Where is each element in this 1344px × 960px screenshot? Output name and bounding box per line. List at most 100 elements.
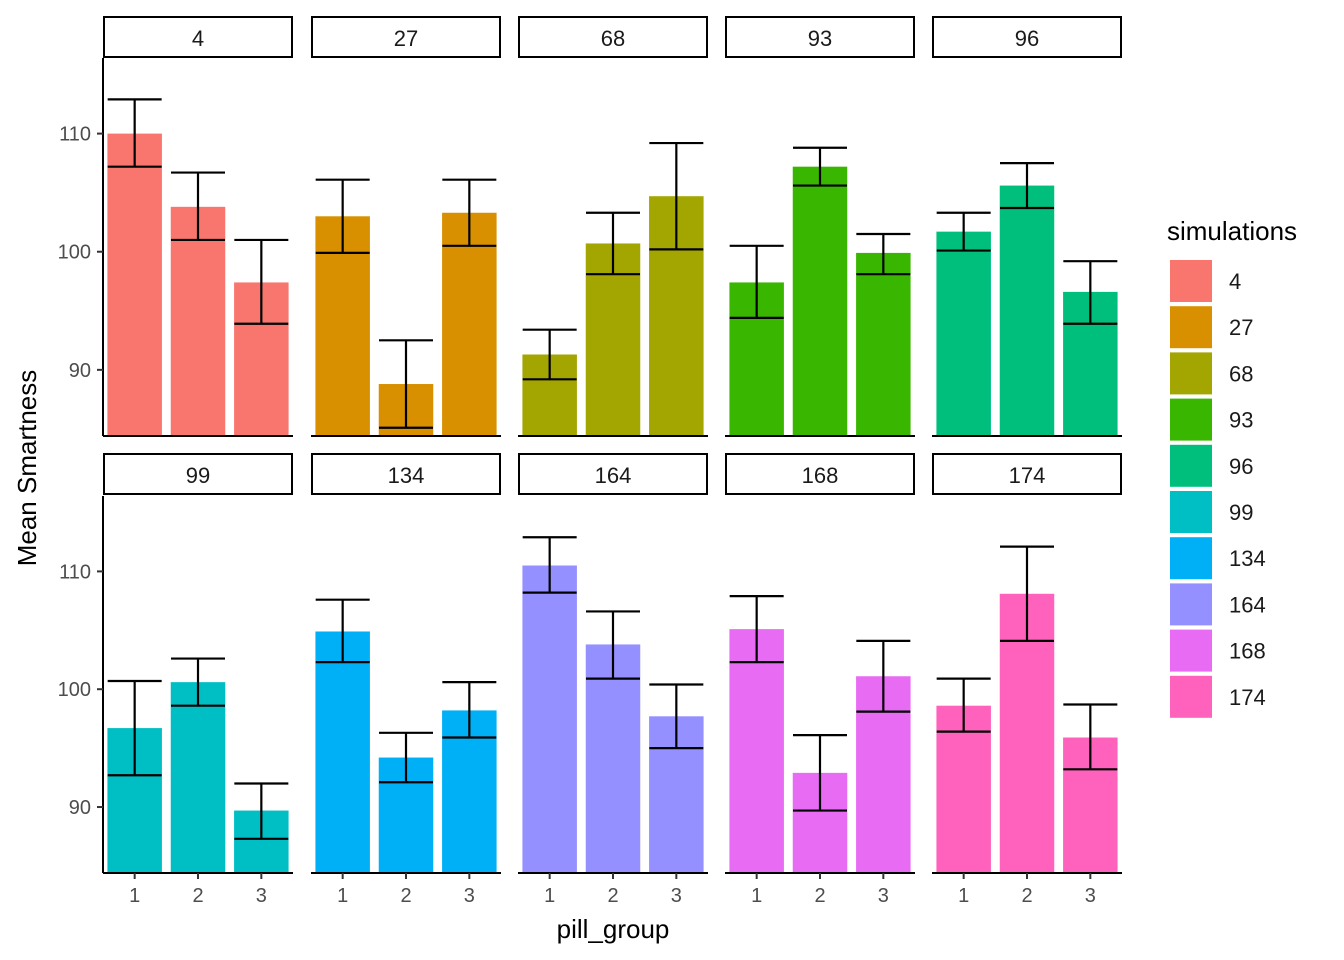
x-tick-label: 2: [607, 885, 618, 907]
bar: [315, 631, 370, 873]
error-bar: [586, 211, 640, 276]
facet-panel-4: 4 90 100 110: [58, 16, 293, 437]
error-bar: [793, 146, 847, 187]
x-tick-label: 2: [1021, 885, 1032, 907]
error-bar: [729, 244, 784, 319]
error-bar: [936, 677, 991, 733]
legend-label: 4: [1229, 269, 1241, 294]
legend-key: [1170, 306, 1212, 349]
error-bar: [649, 683, 704, 750]
facet-strip: [932, 16, 1122, 58]
facet-panel-168: 168 1 2 3: [725, 453, 915, 907]
error-bar: [379, 731, 433, 784]
y-tick-label: 100: [58, 242, 91, 264]
error-bar: [649, 141, 704, 251]
facet-strip-label: 99: [186, 463, 210, 488]
bar: [585, 243, 641, 436]
y-tick-label: 90: [69, 360, 91, 382]
error-bar: [171, 657, 225, 707]
legend: 4 27 68 93 96 99 134 164 168 174: [1170, 260, 1266, 718]
legend-label: 164: [1229, 592, 1266, 617]
facet-strip: [311, 453, 501, 495]
x-tick-label: 3: [464, 885, 475, 907]
facet-strip-label: 4: [192, 26, 204, 51]
legend-key: [1170, 629, 1212, 672]
facet-strip: [725, 453, 915, 495]
legend-key: [1170, 260, 1212, 302]
facet-strip: [103, 453, 293, 495]
y-axis-title: Mean Smartness: [12, 370, 42, 567]
facet-panel-27: 27: [311, 16, 501, 437]
y-tick-label: 90: [69, 797, 91, 819]
bar: [170, 682, 226, 873]
x-tick-label: 2: [192, 885, 203, 907]
error-bar: [315, 598, 370, 664]
error-bar: [171, 171, 225, 242]
facet-strip-label: 68: [601, 26, 625, 51]
legend-key: [1170, 583, 1212, 626]
facet-strip: [518, 453, 708, 495]
facet-panel-99: 99 1 2 3 90 100 110: [58, 453, 293, 907]
error-bar: [793, 734, 847, 812]
x-tick-label: 3: [1085, 885, 1096, 907]
facet-panel-68: 68: [518, 16, 708, 437]
x-tick-label: 3: [256, 885, 267, 907]
error-bar: [856, 639, 911, 713]
bar: [107, 133, 162, 436]
error-bar: [107, 98, 162, 168]
bar: [936, 231, 991, 436]
error-bar: [234, 782, 289, 840]
error-bar: [522, 536, 577, 594]
x-tick-label: 3: [671, 885, 682, 907]
legend-label: 93: [1229, 408, 1253, 433]
bar: [792, 166, 848, 437]
x-tick-label: 1: [958, 885, 969, 907]
legend-label: 68: [1229, 361, 1253, 386]
error-bar: [1000, 545, 1054, 643]
legend-label: 168: [1229, 639, 1266, 664]
bar: [522, 565, 577, 873]
legend-label: 96: [1229, 454, 1253, 479]
error-bar: [1063, 703, 1118, 771]
facet-strip: [932, 453, 1122, 495]
facet-strip: [518, 16, 708, 58]
facet-strip: [725, 16, 915, 58]
legend-key: [1170, 398, 1212, 441]
legend-key: [1170, 675, 1212, 718]
legend-label: 27: [1229, 315, 1253, 340]
error-bar: [442, 178, 497, 247]
facet-panel-164: 164 1 2 3: [518, 453, 708, 907]
error-bar: [379, 339, 433, 429]
error-bar: [107, 679, 162, 777]
x-tick-label: 3: [878, 885, 889, 907]
error-bar: [856, 232, 911, 276]
facet-strip-label: 96: [1015, 26, 1039, 51]
x-tick-label: 2: [400, 885, 411, 907]
error-bar: [315, 178, 370, 255]
x-tick-label: 1: [129, 885, 140, 907]
legend-label: 134: [1229, 546, 1266, 571]
bar: [729, 629, 784, 873]
bar: [170, 206, 226, 436]
y-tick-label: 110: [59, 561, 91, 583]
facet-strip: [311, 16, 501, 58]
x-tick-label: 2: [814, 885, 825, 907]
x-tick-label: 1: [544, 885, 555, 907]
facet-strip-label: 174: [1009, 463, 1046, 488]
legend-key: [1170, 444, 1212, 487]
facet-panel-96: 96: [932, 16, 1122, 437]
error-bar: [729, 595, 784, 664]
bar: [999, 185, 1055, 436]
facet-panel-134: 134 1 2 3: [311, 453, 501, 907]
error-bar: [586, 610, 640, 680]
legend-key: [1170, 537, 1212, 580]
error-bar: [1000, 162, 1054, 210]
error-bar: [234, 238, 289, 325]
bar: [936, 705, 991, 873]
legend-key: [1170, 352, 1212, 395]
x-tick-label: 1: [337, 885, 348, 907]
error-bar: [936, 211, 991, 252]
facet-strip-label: 134: [388, 463, 425, 488]
